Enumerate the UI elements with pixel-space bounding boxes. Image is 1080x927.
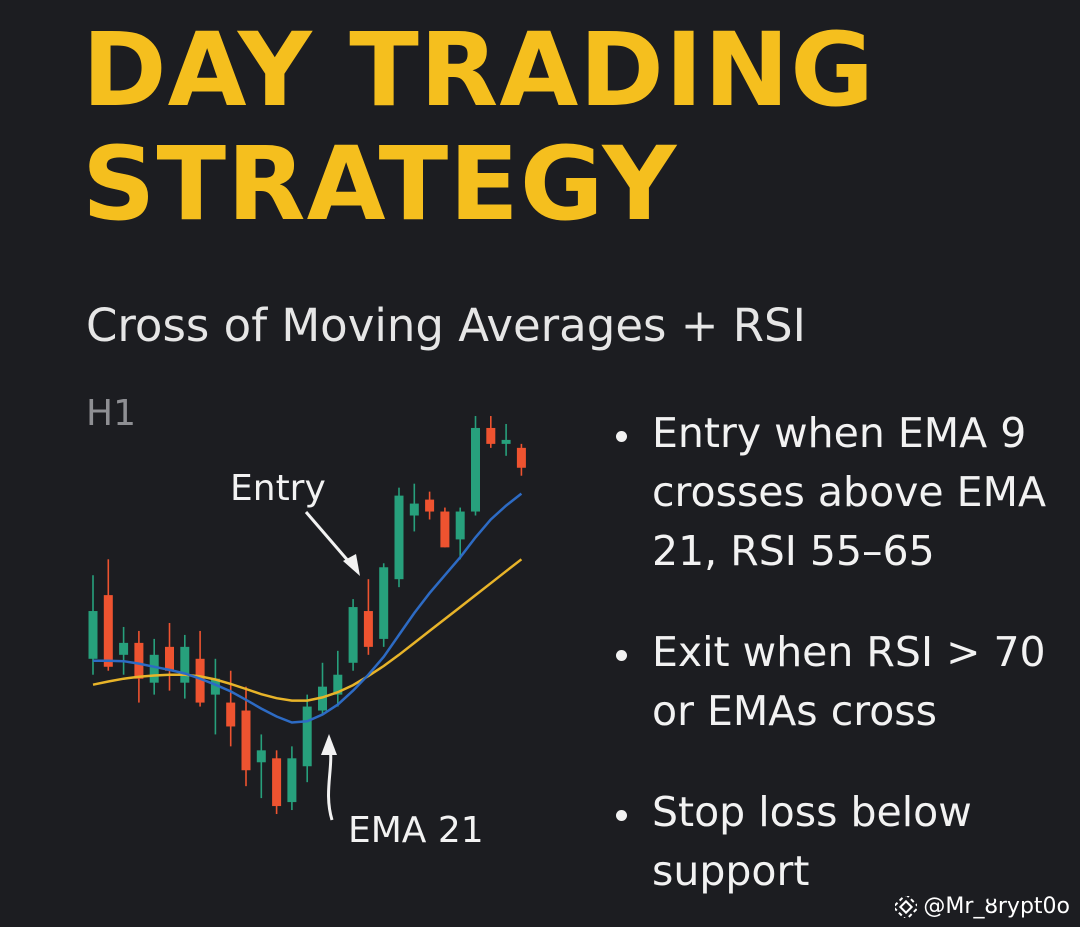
title-line-1: DAY TRADING (82, 11, 875, 130)
diamond-logo-icon (895, 895, 918, 918)
entry-annotation: Entry (230, 468, 326, 509)
ema-21-line (92, 558, 523, 702)
subtitle: Cross of Moving Averages + RSI (86, 299, 806, 352)
ema-arrowhead-icon (321, 734, 337, 755)
page-title: DAY TRADING STRATEGY (82, 14, 875, 242)
candle-body (256, 750, 266, 763)
candle-body (149, 654, 159, 683)
candle-body (501, 439, 511, 444)
bullet-stop-loss: Stop loss below support (610, 783, 1070, 901)
candle-body (409, 503, 419, 516)
candle-body (119, 642, 129, 655)
entry-arrowhead-icon (343, 554, 360, 576)
candle-body (287, 758, 297, 803)
candle-body (486, 427, 496, 444)
candle-body (210, 678, 220, 695)
bullet-exit: Exit when RSI > 70 or EMAs cross (610, 623, 1070, 741)
candle-body (363, 611, 373, 647)
candlestick-chart: H1 Entry EMA 21 (86, 393, 526, 851)
ema-9-line (93, 492, 523, 724)
watermark-handle: @Mr_ȣrypt0o (923, 894, 1070, 919)
candle-body (195, 658, 205, 703)
candle-body (516, 447, 526, 468)
candle-body (394, 495, 404, 580)
candle-body (379, 567, 389, 639)
candle-body (134, 642, 144, 679)
ema-21-annotation: EMA 21 (348, 810, 484, 851)
candle-body (348, 607, 358, 663)
candle-body (455, 511, 465, 540)
bullet-entry: Entry when EMA 9 crosses above EMA 21, R… (610, 404, 1070, 581)
candle-body (302, 706, 312, 767)
candle-body (103, 595, 113, 667)
candle-body (241, 710, 251, 771)
candle-body (88, 611, 98, 659)
candles-group (88, 416, 526, 815)
watermark: @Mr_ȣrypt0o (895, 894, 1070, 919)
candle-body (226, 702, 236, 727)
candle-body (333, 674, 343, 695)
candle-body (165, 646, 174, 671)
timeframe-label: H1 (86, 393, 136, 434)
candle-body (180, 646, 190, 683)
title-line-2: STRATEGY (82, 125, 678, 244)
candle-body (272, 758, 282, 807)
strategy-rules-list: Entry when EMA 9 crosses above EMA 21, R… (610, 404, 1070, 901)
candle-body (425, 499, 435, 512)
candle-body (440, 511, 450, 548)
candle-body (471, 427, 480, 512)
